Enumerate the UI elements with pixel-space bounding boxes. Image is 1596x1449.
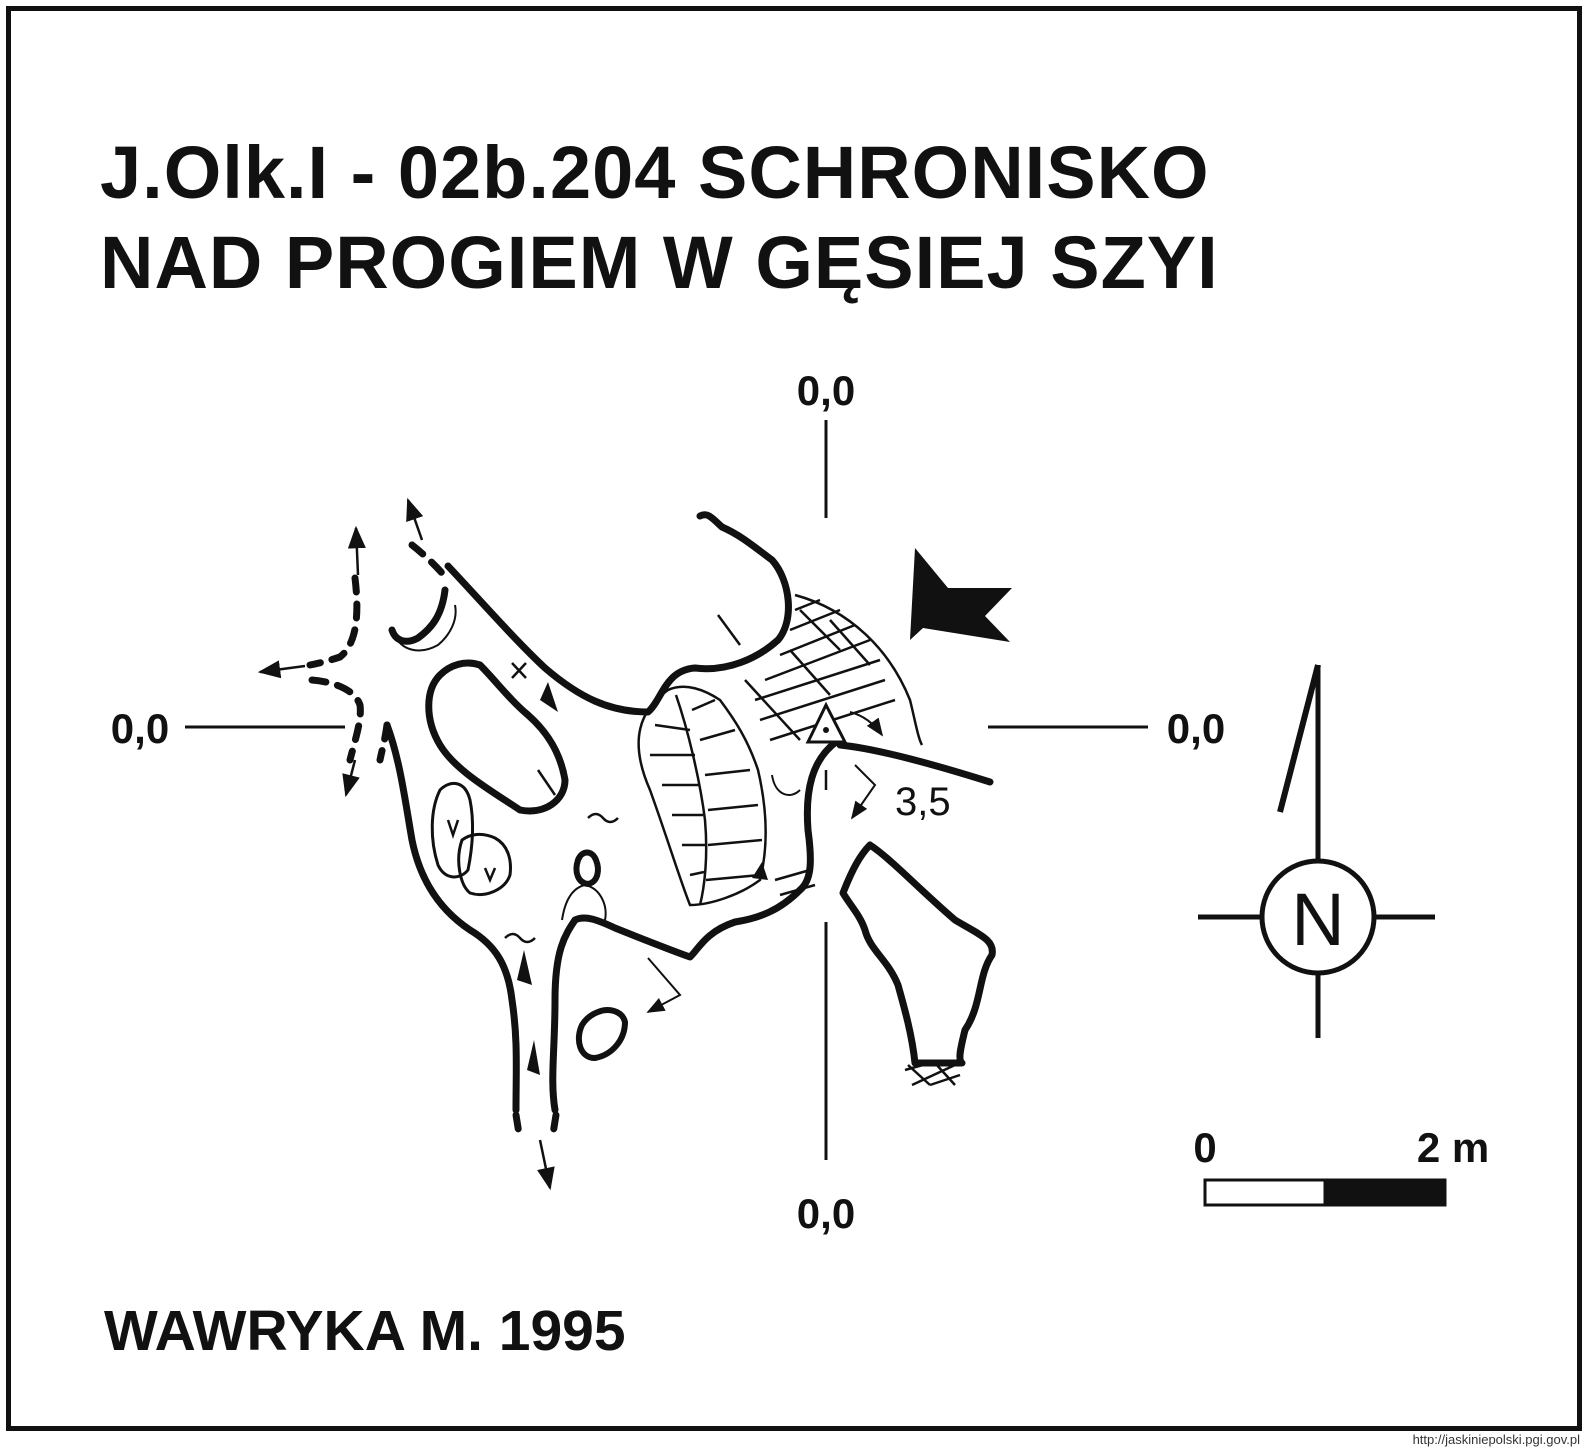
ledge-upper <box>391 604 457 652</box>
datum-cross <box>185 420 1148 1160</box>
hatch <box>779 883 816 897</box>
exit-arrows <box>257 497 555 1191</box>
map-title: J.Olk.I - 02b.204 SCHRONISKO NAD PROGIEM… <box>100 128 1219 308</box>
dashed-w <box>308 676 364 764</box>
wall-center-drop <box>549 738 840 1114</box>
wall-north-bend <box>388 586 449 645</box>
boulder-2 <box>457 832 512 896</box>
datum-label-top: 0,0 <box>797 367 855 414</box>
scale-end-label: 2 m <box>1417 1124 1489 1171</box>
slope-lines <box>637 685 767 907</box>
dashed-nw-a <box>306 574 361 669</box>
dashed-nw-b <box>408 541 452 584</box>
slope-tick <box>707 803 759 812</box>
scale-segment-black <box>1323 1178 1447 1207</box>
hatch <box>929 1073 961 1087</box>
map-author: WAWRYKA M. 1995 <box>104 1299 626 1363</box>
slope-tick <box>704 768 751 777</box>
v-symbol <box>446 819 460 839</box>
survey-station-icon <box>805 701 848 744</box>
ledge-small <box>771 774 801 796</box>
pillar-large <box>425 659 569 815</box>
datum-label-bottom: 0,0 <box>797 1190 855 1237</box>
hatch <box>759 678 886 722</box>
rubble-hatching <box>744 593 961 1087</box>
survey-station-dot <box>823 727 829 733</box>
hatch <box>907 1064 931 1086</box>
slope-dash <box>716 614 742 646</box>
hatch <box>744 679 801 741</box>
station-arrow <box>849 711 884 737</box>
north-label: N <box>1291 878 1344 961</box>
scale-segment-white <box>1203 1178 1327 1207</box>
wall-left <box>383 721 520 1114</box>
hatch <box>794 598 821 612</box>
depth-arrow <box>850 764 877 820</box>
cross-symbol <box>511 662 527 679</box>
arrow-south <box>537 1139 555 1191</box>
dashed-w2 <box>376 721 391 764</box>
depth-label: 3,5 <box>895 780 951 824</box>
hatch <box>829 619 871 666</box>
lower-drop-arrow <box>646 957 682 1013</box>
datum-label-right: 0,0 <box>1167 705 1225 752</box>
ledge-center <box>561 883 607 921</box>
hatch <box>911 1063 956 1087</box>
triangle-mark <box>517 950 532 985</box>
scale-bar: 0 2 m <box>1193 1124 1489 1207</box>
arrow-west <box>257 660 306 679</box>
v-symbol <box>483 867 497 884</box>
dashed-s-b <box>548 1111 560 1144</box>
dashed-s-a <box>512 1111 524 1144</box>
hatch <box>934 1062 956 1086</box>
slope-tick <box>654 723 691 732</box>
hatch <box>904 1061 931 1072</box>
source-credit: http://jaskiniepolski.pgi.gov.pl <box>1412 1432 1580 1447</box>
rock-pillars <box>425 659 628 1061</box>
arrow-north-1 <box>347 525 366 576</box>
pillar-small <box>573 849 601 887</box>
triangle-mark <box>527 1040 540 1075</box>
scale-start-label: 0 <box>1193 1124 1216 1171</box>
title-line-2: NAD PROGIEM W GĘSIEJ SZYI <box>100 221 1219 304</box>
north-needle <box>1277 664 1321 813</box>
direction-triangles <box>517 682 768 1075</box>
boulder-1 <box>430 781 475 879</box>
triangle-mark <box>540 682 558 712</box>
clay-symbol <box>504 932 536 944</box>
hatch <box>789 608 841 632</box>
hatch <box>779 623 856 657</box>
slope-spine <box>674 694 708 906</box>
wall-upper-right <box>836 741 994 786</box>
slope-outline <box>637 685 767 907</box>
triangle-mark <box>752 862 768 880</box>
ledge-marks <box>391 604 801 921</box>
slope-tick <box>689 870 705 877</box>
passage-continuations <box>306 541 560 1144</box>
slope-tick <box>691 698 716 712</box>
title-line-1: J.Olk.I - 02b.204 SCHRONISKO <box>100 131 1210 214</box>
compass-circle-icon <box>1259 858 1377 976</box>
entrance-arrow-icon <box>910 548 1012 642</box>
slope-dash <box>536 769 557 796</box>
wall-right-pillar <box>839 841 996 1067</box>
datum-label-left: 0,0 <box>111 705 169 752</box>
hatch <box>789 649 831 696</box>
north-compass: N <box>1198 664 1435 1038</box>
slope-tick <box>699 728 736 742</box>
pillar-oval <box>575 1007 628 1061</box>
floor-symbols <box>446 614 742 944</box>
slope-tick <box>705 873 761 882</box>
rubble-outline <box>794 593 924 746</box>
slope-tick <box>707 838 763 847</box>
clay-symbol <box>587 812 619 824</box>
arrow-southwest <box>342 759 360 798</box>
arrow-north-2 <box>406 497 424 541</box>
hatch <box>774 868 811 882</box>
hatch <box>799 609 841 651</box>
wall-upper <box>444 511 792 716</box>
